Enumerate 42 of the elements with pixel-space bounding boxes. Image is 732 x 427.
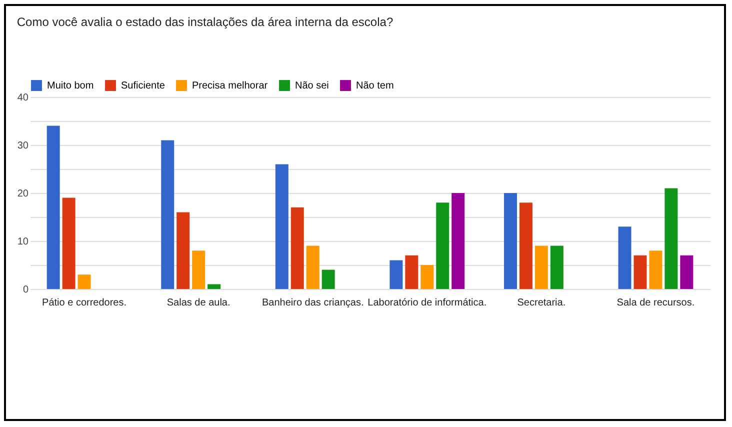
legend-label: Não sei xyxy=(295,80,329,92)
legend-label: Muito bom xyxy=(47,80,94,92)
x-tick-label: Banheiro das crianças. xyxy=(262,298,364,308)
bar xyxy=(390,260,403,289)
bar xyxy=(192,250,206,289)
bar xyxy=(436,202,450,289)
bar xyxy=(62,198,76,289)
bar xyxy=(176,212,190,289)
bar xyxy=(664,188,678,289)
bar xyxy=(290,207,304,289)
bar xyxy=(519,202,532,289)
bar xyxy=(452,193,465,289)
y-tick-label: 20 xyxy=(17,188,29,200)
bar xyxy=(680,255,694,289)
y-tick-label: 40 xyxy=(17,92,29,104)
legend-label: Suficiente xyxy=(121,80,166,92)
chart-title: Como você avalia o estado das instalações da área interna da escola? xyxy=(16,15,394,29)
bar xyxy=(322,270,335,289)
bar xyxy=(618,226,632,289)
bar xyxy=(649,250,662,289)
y-tick-label: 10 xyxy=(17,236,29,248)
bar xyxy=(634,255,647,289)
bar xyxy=(208,284,221,289)
bar xyxy=(504,193,517,289)
bar xyxy=(78,274,91,289)
y-tick-label: 30 xyxy=(17,140,29,152)
bar xyxy=(306,246,320,289)
x-tick-label: Salas de aula. xyxy=(166,298,230,308)
bar xyxy=(275,164,288,289)
bar xyxy=(420,265,434,289)
bar xyxy=(534,246,548,289)
legend-label: Não tem xyxy=(356,80,394,92)
legend-label: Precisa melhorar xyxy=(192,80,268,92)
bar xyxy=(46,126,60,289)
x-tick-label: Sala de recursos. xyxy=(616,298,695,308)
x-tick-label: Pátio e corredores. xyxy=(42,298,127,308)
y-tick-label: 0 xyxy=(22,284,29,296)
bar xyxy=(405,255,418,289)
x-tick-label: Laboratório de informática. xyxy=(368,298,487,308)
x-tick-label: Secretaria. xyxy=(517,298,566,308)
bar xyxy=(550,246,564,289)
bar xyxy=(161,140,174,289)
